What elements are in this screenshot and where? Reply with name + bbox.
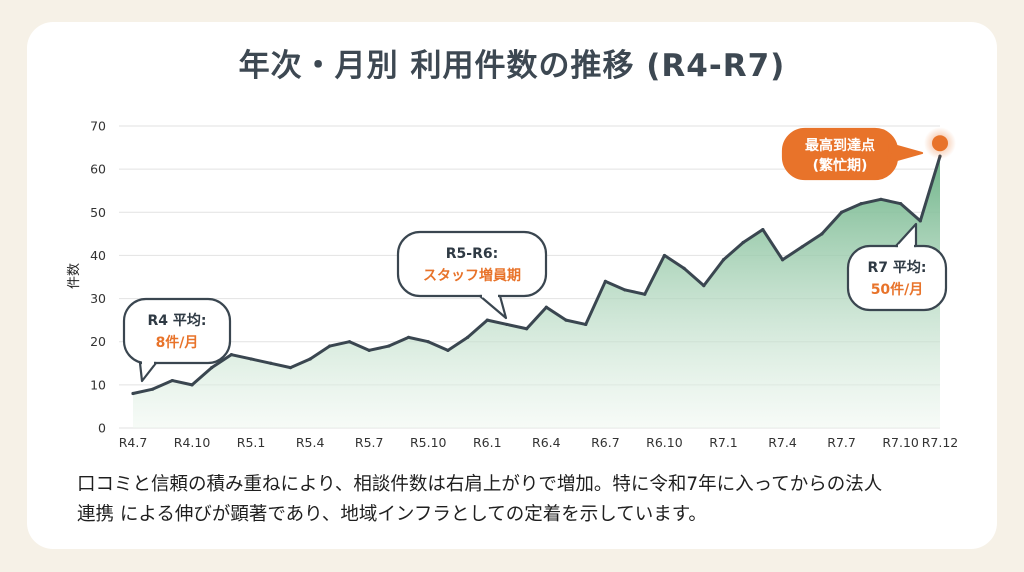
annotation-callout: R5-R6: スタッフ増員期 (396, 230, 548, 320)
annotation-value: 8件/月 (156, 334, 199, 351)
y-tick-label: 20 (90, 334, 106, 349)
y-tick-label: 30 (90, 291, 106, 306)
data-point (151, 387, 155, 391)
data-point (879, 197, 883, 201)
y-tick-label: 50 (90, 205, 106, 220)
data-point (328, 344, 332, 348)
data-point (918, 219, 922, 223)
annotation-value: スタッフ増員期 (423, 267, 521, 284)
y-axis-label: 件数 (67, 263, 82, 289)
area-fill (133, 156, 940, 428)
data-point (347, 340, 352, 344)
data-point (170, 378, 174, 383)
annotation-callout: 最高到達点 (繁忙期) (781, 127, 924, 181)
data-point (229, 353, 234, 357)
data-point (721, 258, 726, 262)
data-point (426, 340, 430, 344)
y-tick-label: 10 (90, 377, 106, 392)
data-point (584, 322, 588, 327)
y-tick-label: 40 (90, 248, 106, 263)
y-tick-label: 0 (98, 421, 106, 436)
data-point (859, 202, 863, 206)
annotation-title: R4 平均: (148, 312, 207, 329)
data-point (466, 335, 470, 339)
data-point (820, 232, 824, 236)
data-point (623, 288, 627, 292)
x-tick-label: R5.4 (296, 435, 325, 450)
data-point (190, 383, 194, 387)
data-point (269, 361, 273, 365)
chart-title: 年次・月別 利用件数の推移 (R4-R7) (238, 48, 786, 84)
axis-ticks: 0 10 20 30 40 50 60 70 R4.7 R4.10 R5.1 R5.4 R5.7 R5.1… (90, 119, 958, 451)
x-tick-label: R7.4 (768, 435, 797, 450)
data-point (682, 266, 686, 270)
x-tick-label: R5.1 (237, 435, 266, 450)
annotation-title: R5-R6: (446, 246, 498, 262)
x-tick-label: R4.10 (174, 435, 211, 450)
peak-marker (932, 135, 948, 152)
data-point (839, 210, 844, 214)
x-tick-label: R5.7 (355, 435, 384, 450)
data-point (210, 366, 214, 370)
data-point (367, 348, 371, 352)
x-tick-label: R4.7 (119, 435, 148, 450)
x-tick-label: R7.1 (709, 435, 738, 450)
x-tick-label: R5.10 (410, 435, 447, 450)
data-point (288, 366, 293, 370)
series-line (131, 154, 942, 395)
y-tick-label: 70 (90, 119, 106, 134)
annotations: R4 平均: 8件/月 R5-R6: スタッフ増員期 最高到達点 (繁忙期) R7 平均: 5… (122, 127, 948, 383)
y-tick-label: 60 (90, 162, 106, 177)
data-point (525, 327, 529, 331)
data-point (387, 344, 391, 348)
data-point (761, 227, 765, 232)
x-tick-label: R6.1 (473, 435, 502, 450)
x-tick-label: R6.7 (591, 435, 620, 450)
data-point (780, 258, 785, 262)
x-tick-label: R7.7 (827, 435, 856, 450)
caption-line-1: 口コミと信頼の積み重ねにより、相談件数は右肩上がりで増加。特に令和7年に入ってか… (77, 474, 883, 495)
annotation-title: R7 平均: (868, 259, 927, 276)
x-tick-label: R7.12 (922, 435, 959, 450)
annotation-callout: R7 平均: 50件/月 (846, 222, 948, 312)
annotation-value: 50件/月 (871, 281, 924, 298)
data-point (308, 357, 312, 361)
chart-caption: 口コミと信頼の積み重ねにより、相談件数は右肩上がりで増加。特に令和7年に入ってか… (77, 470, 957, 530)
annotation-value: (繁忙期) (813, 157, 868, 174)
data-point (544, 305, 548, 309)
data-point (564, 318, 568, 322)
x-tick-label: R6.4 (532, 435, 561, 450)
data-point (485, 318, 489, 322)
x-tick-label: R6.10 (646, 435, 683, 450)
data-point (249, 357, 253, 361)
data-point (702, 284, 706, 288)
caption-line-2: 連携 による伸びが顕著であり、地域インフラとしての定着を示しています。 (77, 504, 707, 525)
data-point (131, 391, 135, 396)
data-point (741, 240, 745, 245)
data-point (446, 348, 450, 352)
x-tick-label: R7.10 (882, 435, 919, 450)
data-point (899, 202, 903, 206)
annotation-callout: R4 平均: 8件/月 (122, 297, 232, 383)
data-point (603, 279, 607, 283)
annotation-title: 最高到達点 (805, 137, 875, 154)
data-point (406, 335, 411, 339)
data-point (643, 292, 647, 296)
data-point (662, 253, 667, 258)
data-point (800, 245, 804, 249)
data-point (505, 322, 509, 327)
